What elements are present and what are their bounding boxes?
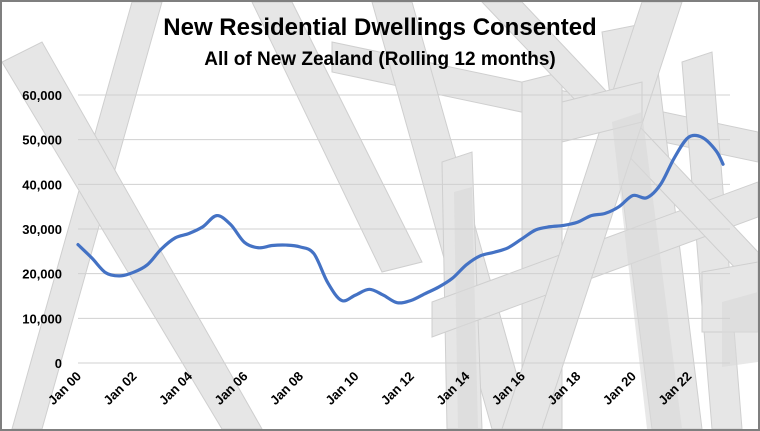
y-tick-label: 40,000 [22,177,62,192]
y-tick-label: 10,000 [22,311,62,326]
series-group [76,133,725,305]
y-tick-label: 0 [55,356,62,371]
x-tick-label: Jan 10 [322,369,361,408]
x-tick-label: Jan 04 [156,368,196,408]
x-tick-label: Jan 16 [489,369,528,408]
y-axis-ticks: 0 10,000 20,000 30,000 40,000 50,000 60,000 [22,88,62,371]
x-tick-label: Jan 18 [544,369,583,408]
x-tick-label: Jan 14 [433,368,473,408]
x-tick-label: Jan 22 [655,369,694,408]
gridlines [78,94,730,364]
x-tick-label: Jan 12 [378,369,417,408]
x-axis-ticks: Jan 00 Jan 02 Jan 04 Jan 06 Jan 08 Jan 10 Jan … [45,368,695,408]
x-tick-label: Jan 02 [100,369,139,408]
series-line [76,133,725,305]
y-tick-label: 20,000 [22,267,62,282]
x-tick-label: Jan 08 [267,369,306,408]
chart-subtitle: All of New Zealand (Rolling 12 months) [204,49,556,70]
y-tick-label: 60,000 [22,88,62,103]
x-tick-label: Jan 06 [211,369,250,408]
x-tick-label: Jan 00 [45,369,84,408]
y-tick-label: 30,000 [22,222,62,237]
x-tick-label: Jan 20 [600,369,639,408]
y-tick-label: 50,000 [22,133,62,148]
chart-title: New Residential Dwellings Consented [163,14,597,41]
